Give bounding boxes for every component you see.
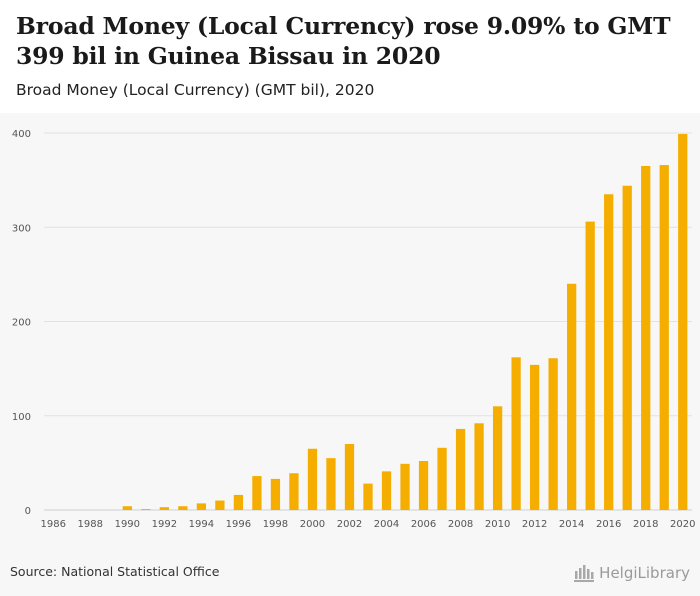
brand-logo[interactable]: HelgiLibrary (573, 562, 690, 584)
bar (604, 194, 614, 510)
x-tick-label: 2004 (374, 519, 399, 530)
x-tick-label: 1990 (115, 519, 140, 530)
bar (622, 185, 632, 510)
x-tick-label: 2020 (670, 519, 695, 530)
bar (659, 165, 669, 511)
chart-subtitle: Broad Money (Local Currency) (GMT bil), … (16, 81, 375, 99)
x-tick-label: 1998 (263, 519, 288, 530)
bar (270, 478, 281, 510)
x-tick-label: 2000 (300, 519, 325, 530)
x-tick-label: 1988 (78, 519, 103, 530)
bar (215, 500, 225, 510)
x-tick-label: 1994 (189, 519, 214, 530)
source-note: Source: National Statistical Office (10, 564, 220, 579)
bar (289, 473, 299, 510)
bar (233, 494, 244, 510)
y-tick-label: 300 (12, 223, 31, 234)
bar (381, 471, 392, 510)
bar (418, 460, 429, 510)
x-tick-label: 1986 (41, 519, 66, 530)
bar (585, 221, 595, 510)
x-tick-label: 1996 (226, 519, 251, 530)
bar (159, 507, 169, 510)
bar-chart: 0 100 200 300 400 1986 1988 1990 1992 1994 1996 199… (12, 129, 696, 530)
bar (455, 428, 466, 510)
chart-title: Broad Money (Local Currency) rose 9.09% … (16, 12, 671, 70)
x-tick-label: 2012 (522, 519, 547, 530)
bar (530, 364, 540, 510)
x-tick-label: 2010 (485, 519, 510, 530)
bar (252, 476, 262, 510)
bar (548, 358, 558, 510)
bar (567, 283, 577, 510)
y-tick-label: 100 (12, 412, 31, 423)
x-tick-label: 2014 (559, 519, 584, 530)
bar (141, 509, 151, 510)
bar (326, 458, 336, 510)
x-tick-label: 2006 (411, 519, 436, 530)
bar (196, 503, 206, 510)
header: Broad Money (Local Currency) rose 9.09% … (0, 0, 700, 113)
bar (344, 444, 355, 510)
y-tick-label: 400 (12, 129, 31, 140)
bar (437, 447, 447, 510)
x-tick-label: 2016 (596, 519, 621, 530)
x-tick-label: 2008 (448, 519, 473, 530)
bar (363, 483, 373, 510)
bar (474, 423, 484, 510)
bar (307, 448, 318, 510)
x-tick-label: 2002 (337, 519, 362, 530)
bar (122, 506, 132, 510)
x-tick-label: 1992 (152, 519, 177, 530)
bar (400, 463, 410, 510)
y-tick-label: 200 (12, 318, 31, 329)
brand-name: HelgiLibrary (599, 564, 690, 582)
bar (511, 357, 521, 510)
library-icon (573, 563, 595, 583)
bar (678, 133, 688, 510)
bar (641, 165, 651, 511)
bar (492, 406, 503, 510)
bar (178, 506, 188, 510)
x-tick-label: 2018 (633, 519, 658, 530)
y-tick-label: 0 (25, 506, 31, 517)
